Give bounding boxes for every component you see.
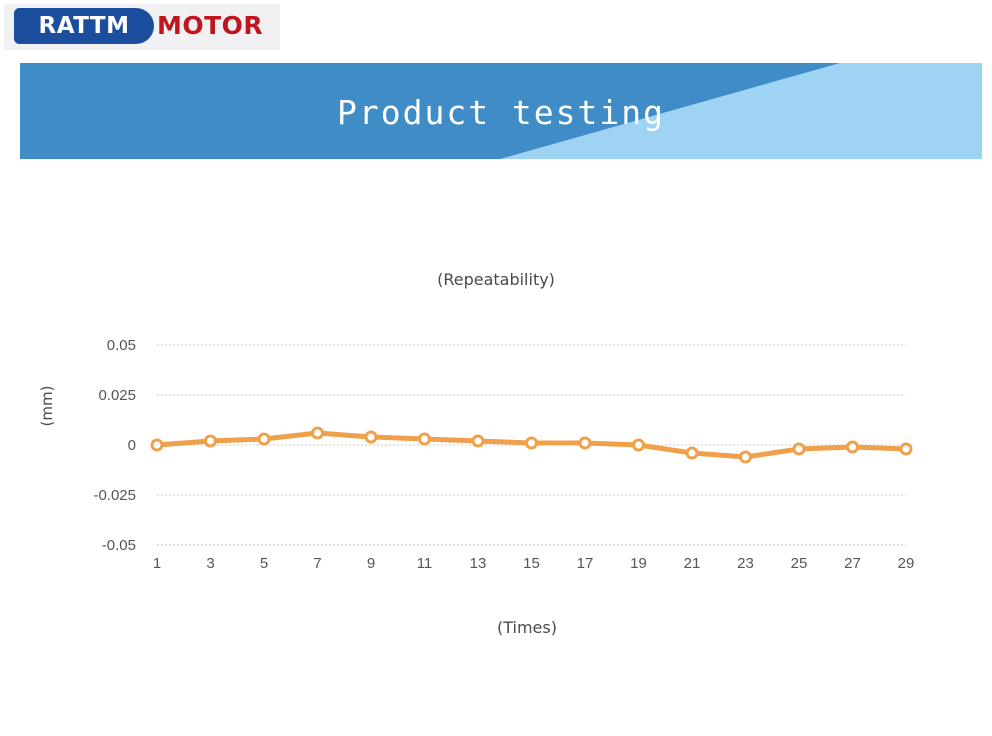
data-point [632,438,645,452]
banner-title: Product testing [336,93,665,132]
x-tick-label: 25 [791,555,808,572]
x-tick-label: 15 [523,555,540,572]
data-point [846,440,859,454]
x-tick-label: 3 [206,555,214,572]
data-point [578,436,592,450]
x-tick-label: 1 [153,555,161,572]
x-tick-label: 17 [577,555,594,572]
banner-light-region [500,63,982,159]
logo-right-word: MOTOR [157,11,264,40]
data-point [525,436,538,450]
data-point [471,434,485,448]
data-point [364,430,378,444]
data-point [418,432,431,446]
y-axis-label: (mm) [38,385,56,427]
x-tick-label: 5 [260,555,268,572]
data-point [899,442,913,456]
data-point [150,438,164,452]
x-tick-label: 27 [844,555,861,572]
x-axis-label: (Times) [497,618,557,637]
x-tick-label: 19 [630,555,647,572]
y-tick-label: 0.05 [107,337,136,354]
logo-left-word: RATTM [14,8,154,44]
x-tick-label: 29 [898,555,915,572]
y-tick-label: 0 [128,437,136,454]
y-tick-label: -0.05 [102,537,136,554]
x-tick-label: 7 [313,555,321,572]
data-point [204,434,217,448]
data-point [792,442,806,456]
data-point [685,446,699,460]
banner-background [20,63,982,159]
data-point [739,450,752,464]
brand-logo: RATTM MOTOR [4,4,280,50]
data-point [257,432,271,446]
x-tick-label: 21 [684,555,701,572]
x-tick-label: 23 [737,555,754,572]
y-tick-label: -0.025 [93,487,136,504]
section-banner: Product testing [20,63,982,159]
y-tick-label: 0.025 [98,387,136,404]
x-tick-label: 9 [367,555,375,572]
x-tick-label: 11 [417,555,433,572]
chart-title: (Repeatability) [437,270,555,289]
data-point [311,426,324,440]
x-tick-label: 13 [470,555,487,572]
repeatability-chart: 0.05 0.025 0 -0.025 -0.05 1 3 5 7 9 11 13 15 17 19 21 23… [0,160,992,736]
